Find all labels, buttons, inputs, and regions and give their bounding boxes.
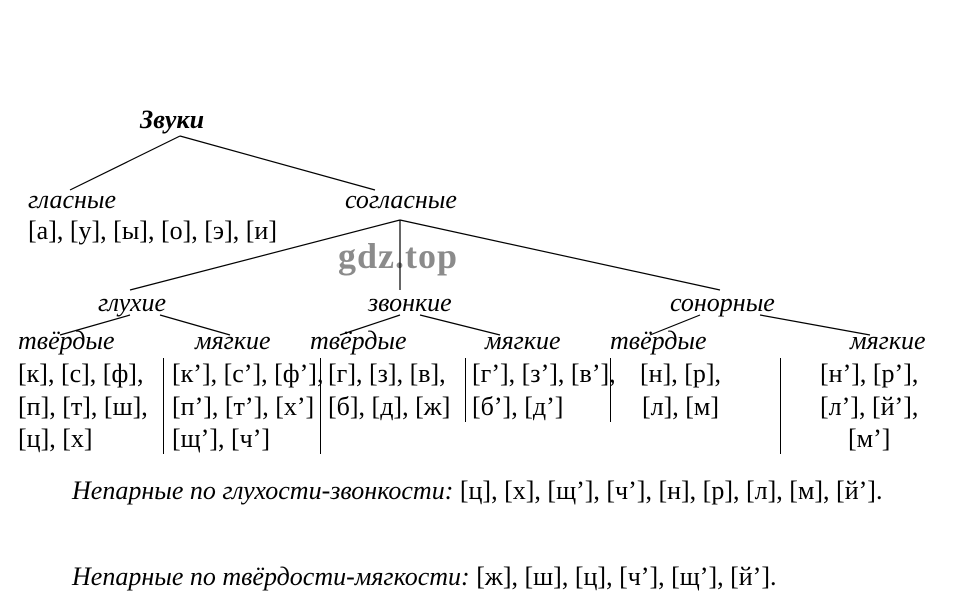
footer-unpaired-voicing: Непарные по глухости-звонкости: [ц], [х]… bbox=[24, 470, 936, 512]
voiceless-soft-list: [к’], [с’], [ф’],[п’], [т’], [х’][щ’], [… bbox=[172, 358, 323, 456]
voiced-soft-label: мягкие bbox=[485, 326, 561, 356]
watermark: gdz.top bbox=[338, 235, 458, 277]
divider-4 bbox=[610, 358, 611, 422]
divider-5 bbox=[780, 358, 781, 454]
sonorant-hard-label: твёрдые bbox=[610, 326, 707, 356]
footer-unpaired-hardness: Непарные по твёрдости-мягкости: [ж], [ш]… bbox=[24, 556, 936, 598]
divider-1 bbox=[163, 358, 164, 454]
voiceless-hard-list: [к], [с], [ф],[п], [т], [ш],[ц], [х] bbox=[18, 358, 148, 456]
voiced-label: звонкие bbox=[368, 288, 452, 318]
sonorant-soft-list: [н’], [р’],[л’], [й’],[м’] bbox=[820, 358, 918, 456]
voiced-hard-label: твёрдые bbox=[310, 326, 407, 356]
footer-unpaired-voicing-label: Непарные по глухости-звонкости: bbox=[72, 476, 453, 505]
root-title: Звуки bbox=[140, 105, 204, 135]
divider-2 bbox=[320, 358, 321, 454]
voiceless-hard-label: твёрдые bbox=[18, 326, 115, 356]
vowels-list: [а], [у], [ы], [о], [э], [и] bbox=[28, 215, 277, 248]
voiceless-soft-label: мягкие bbox=[195, 326, 271, 356]
footer-unpaired-hardness-label: Непарные по твёрдости-мягкости: bbox=[72, 562, 470, 591]
vowels-label: гласные bbox=[28, 185, 116, 215]
sonorant-soft-label: мягкие bbox=[850, 326, 926, 356]
footer-unpaired-voicing-list: [ц], [х], [щ’], [ч’], [н], [р], [л], [м]… bbox=[460, 476, 883, 505]
footer-unpaired-hardness-list: [ж], [ш], [ц], [ч’], [щ’], [й’]. bbox=[476, 562, 776, 591]
sonorant-label: сонорные bbox=[670, 288, 775, 318]
sonorant-hard-list: [н], [р],[л], [м] bbox=[640, 358, 721, 423]
voiced-soft-list: [г’], [з’], [в’],[б’], [д’] bbox=[472, 358, 616, 423]
divider-3 bbox=[465, 358, 466, 422]
consonants-label: согласные bbox=[345, 185, 457, 215]
voiced-hard-list: [г], [з], [в],[б], [д], [ж] bbox=[328, 358, 450, 423]
voiceless-label: глухие bbox=[98, 288, 166, 318]
